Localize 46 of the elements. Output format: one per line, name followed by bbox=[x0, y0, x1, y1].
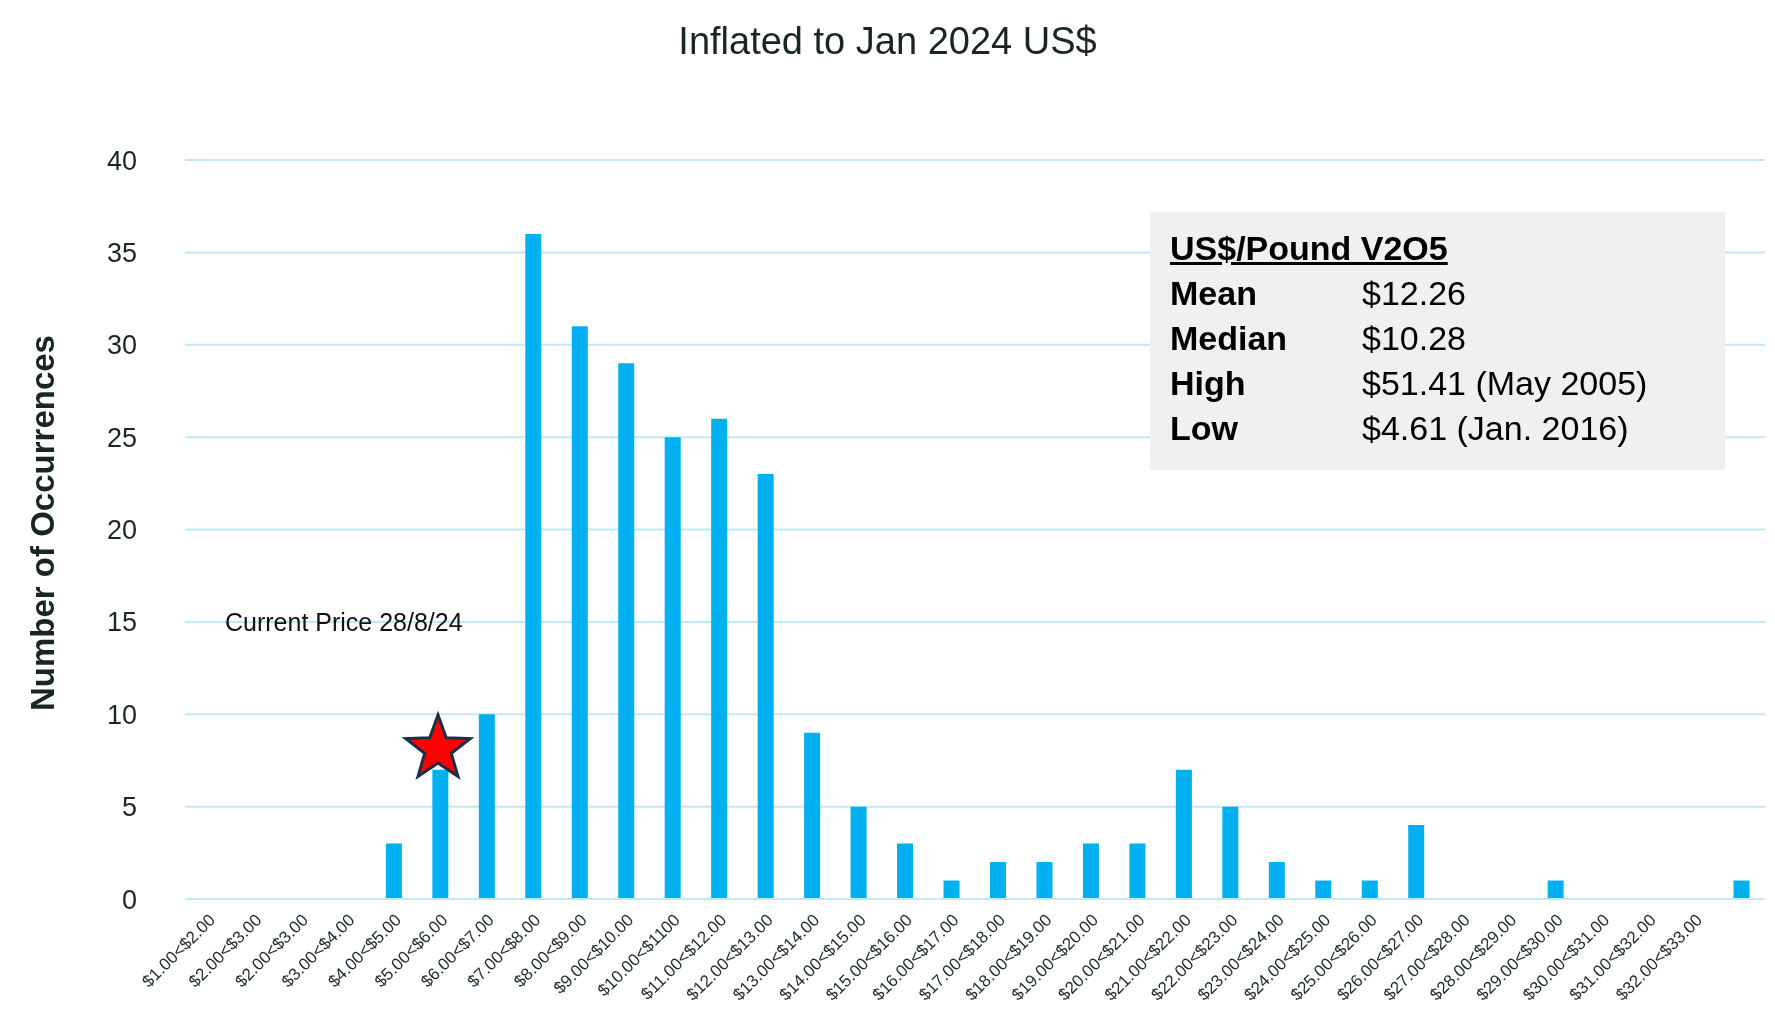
bar bbox=[664, 437, 681, 899]
y-tick-label: 0 bbox=[121, 884, 137, 915]
y-axis-title: Number of Occurrences bbox=[24, 334, 62, 713]
bar bbox=[1547, 880, 1564, 899]
bar bbox=[1082, 843, 1099, 899]
bar bbox=[1733, 880, 1750, 899]
bar bbox=[1222, 806, 1239, 899]
y-tick-label: 15 bbox=[106, 607, 137, 638]
bar bbox=[711, 418, 728, 899]
y-tick-label: 10 bbox=[106, 699, 137, 730]
chart-title: Inflated to Jan 2024 US$ bbox=[677, 20, 1098, 63]
annotation: $12.26 bbox=[1362, 273, 1466, 314]
bar bbox=[943, 880, 960, 899]
bar bbox=[385, 843, 402, 899]
bar bbox=[1036, 862, 1053, 899]
bar bbox=[478, 714, 495, 899]
annotation: US$/Pound V2O5 bbox=[1170, 228, 1449, 269]
bar bbox=[804, 732, 821, 899]
y-tick-label: 30 bbox=[106, 330, 137, 361]
bar bbox=[1268, 862, 1285, 899]
y-tick-label: 5 bbox=[121, 792, 137, 823]
bar bbox=[1408, 825, 1425, 899]
bar bbox=[525, 233, 542, 899]
annotation: $4.61 (Jan. 2016) bbox=[1362, 408, 1629, 449]
annotation: Median bbox=[1170, 318, 1289, 359]
bar bbox=[1129, 843, 1146, 899]
y-tick-label: 20 bbox=[106, 515, 137, 546]
annotation: Low bbox=[1170, 408, 1239, 449]
annotation: High bbox=[1170, 363, 1247, 404]
bar bbox=[850, 806, 867, 899]
y-tick-label: 25 bbox=[106, 422, 137, 453]
bar bbox=[990, 862, 1006, 899]
bar bbox=[618, 363, 635, 899]
bar bbox=[432, 769, 449, 899]
y-tick-label: 35 bbox=[106, 237, 137, 268]
bar bbox=[1175, 769, 1192, 899]
bar bbox=[897, 843, 914, 899]
bar bbox=[1361, 880, 1378, 899]
bar bbox=[571, 326, 588, 899]
bar bbox=[757, 474, 774, 899]
annotation: $10.28 bbox=[1362, 318, 1466, 359]
annotation: Current Price 28/8/24 bbox=[225, 608, 463, 637]
annotation: $51.41 (May 2005) bbox=[1362, 363, 1648, 404]
y-tick-label: 40 bbox=[106, 145, 137, 176]
annotation: Mean bbox=[1170, 273, 1258, 314]
bar bbox=[1315, 880, 1332, 899]
